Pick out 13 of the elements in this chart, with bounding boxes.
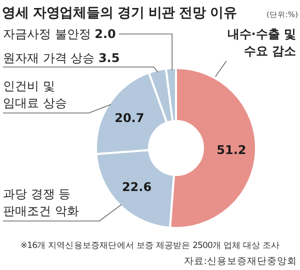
slice-label: 자금사정 불안정 bbox=[3, 27, 91, 41]
text: ※16개 지역신용보증재단에서 보증 제공받은 2500개 업체 대상 조사 bbox=[20, 241, 280, 251]
slice-label: 과당 경쟁 등 판매조건 악화 bbox=[3, 187, 79, 218]
data-label: 3.5 bbox=[98, 51, 120, 65]
data-label: 51.2 bbox=[216, 143, 246, 158]
chart-title: 영세 자영업체들의 경기 비관 전망 이유 bbox=[2, 5, 238, 21]
data-label: 20.7 bbox=[114, 110, 144, 125]
text: 자료:신용보증재단중앙회 bbox=[184, 256, 297, 267]
slice-label: 인건비 및 임대료 상승 bbox=[3, 79, 67, 110]
data-label: 22.6 bbox=[122, 180, 152, 194]
slice-label: 원자재 가격 상승 bbox=[3, 51, 95, 65]
data-label: 2.0 bbox=[94, 27, 116, 41]
slice-label: 내수·수출 및 수요 감소 bbox=[227, 27, 296, 58]
